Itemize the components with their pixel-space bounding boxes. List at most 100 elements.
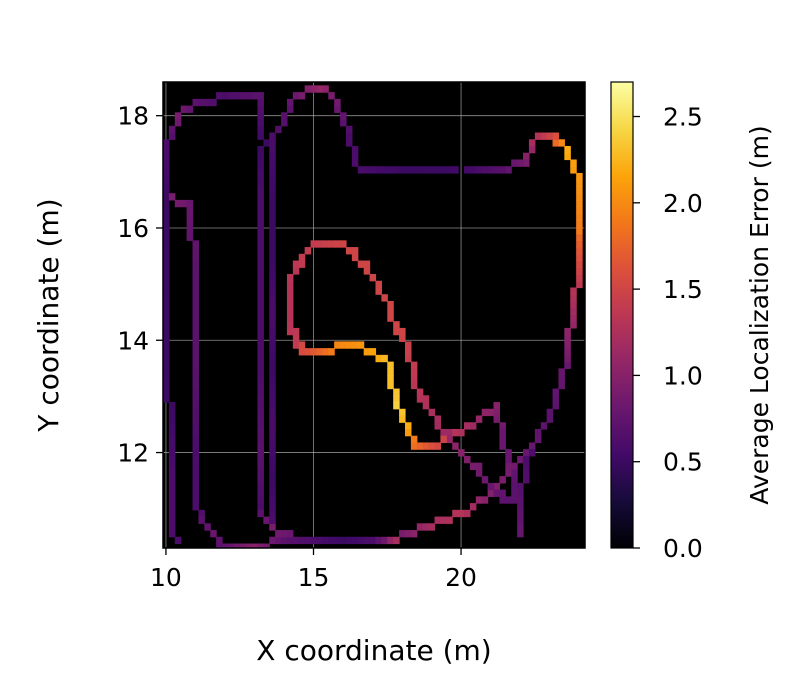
heatmap-cell [499,496,506,504]
heatmap-cell [475,462,483,470]
heatmap-cell [192,274,200,282]
heatmap-cell [269,388,276,396]
heatmap-cell [192,348,200,356]
heatmap-cell [511,476,518,484]
heatmap-cell [387,166,394,174]
heatmap-cell [168,422,176,430]
heatmap-cell [263,139,270,147]
heatmap-cell [381,166,388,174]
heatmap-cell [233,92,241,100]
heatmap-cell [269,267,276,275]
heatmap-cell [304,85,312,93]
heatmap-cell [163,253,170,262]
heatmap-cell [505,166,512,174]
heatmap-cell [511,462,518,470]
colorbar-tick-label: 2.5 [663,103,703,132]
heatmap-cell [269,172,276,181]
heatmap-cell [564,341,571,349]
heatmap-cell [576,179,583,188]
heatmap-cell [192,449,200,457]
heatmap-cell [168,435,176,444]
heatmap-cell [434,415,441,423]
heatmap-cell [269,206,276,214]
y-tick-label: 12 [117,439,149,468]
heatmap-cell [292,92,300,100]
heatmap-cell [286,280,294,289]
heatmap-cell [163,193,170,201]
heatmap-cell [192,267,200,275]
colorbar-tick-label: 0.0 [663,534,703,563]
heatmap-cell [576,260,583,268]
heatmap-cell [163,314,170,322]
heatmap-cell [534,435,542,444]
heatmap-cell [192,98,200,107]
heatmap-cell [410,368,418,376]
heatmap-cell [269,395,276,403]
heatmap-cell [168,449,176,457]
heatmap-cell [281,119,288,127]
heatmap-cell [345,536,353,545]
heatmap-cell [269,240,276,248]
heatmap-cell [499,476,506,484]
heatmap-cell [275,125,282,134]
heatmap-cell [475,166,483,174]
heatmap-cell [475,415,483,423]
heatmap-cell [257,92,264,100]
heatmap-cell [257,435,264,444]
heatmap-cell [487,408,495,417]
heatmap-cell [163,260,170,268]
heatmap-cell [523,449,530,457]
heatmap-cell [499,435,506,444]
heatmap-cell [192,402,200,410]
heatmap-cell [192,294,200,302]
heatmap-cell [351,536,359,545]
heatmap-cell [269,523,276,531]
heatmap-cell [393,402,400,410]
heatmap-cell [257,482,264,491]
heatmap-cell [192,428,200,437]
heatmap-cell [192,253,200,262]
heatmap-cell [257,172,264,181]
heatmap-cell [168,489,176,497]
heatmap-cell [168,442,176,450]
heatmap-cell [440,435,447,444]
heatmap-cell [186,213,194,221]
heatmap-cell [257,354,264,363]
heatmap-cell [192,240,200,248]
heatmap-cell [257,314,264,322]
heatmap-cell [570,314,577,322]
heatmap-cell [399,166,406,174]
heatmap-cell [192,435,200,444]
colorbar-tick-label: 0.5 [663,448,703,477]
heatmap-cell [552,402,560,410]
heatmap-cell [163,368,170,376]
heatmap-cell [304,247,312,255]
heatmap-cell [298,341,306,349]
heatmap-cell [186,199,194,208]
heatmap-cell [410,530,418,538]
heatmap-cell [186,233,194,241]
heatmap-cell [174,536,182,545]
heatmap-cell [511,496,518,504]
heatmap-cell [163,280,170,289]
heatmap-cell [163,233,170,241]
heatmap-cell [257,381,264,390]
heatmap-cell [192,334,200,342]
heatmap-cell [440,166,447,174]
heatmap-cell [517,530,524,538]
heatmap-cell [440,428,447,437]
heatmap-cell [227,92,235,100]
heatmap-cell [387,381,394,390]
heatmap-cell [416,395,424,403]
heatmap-cell [269,375,276,383]
heatmap-cell [416,166,424,174]
heatmap-cell [381,294,388,302]
heatmap-cell [257,455,264,464]
heatmap-cell [286,294,294,302]
heatmap-cell [192,307,200,316]
heatmap-cell [163,354,170,363]
heatmap-cell [570,166,577,174]
heatmap-cell [357,260,365,268]
heatmap-cell [576,240,583,248]
heatmap-cell [387,361,394,369]
